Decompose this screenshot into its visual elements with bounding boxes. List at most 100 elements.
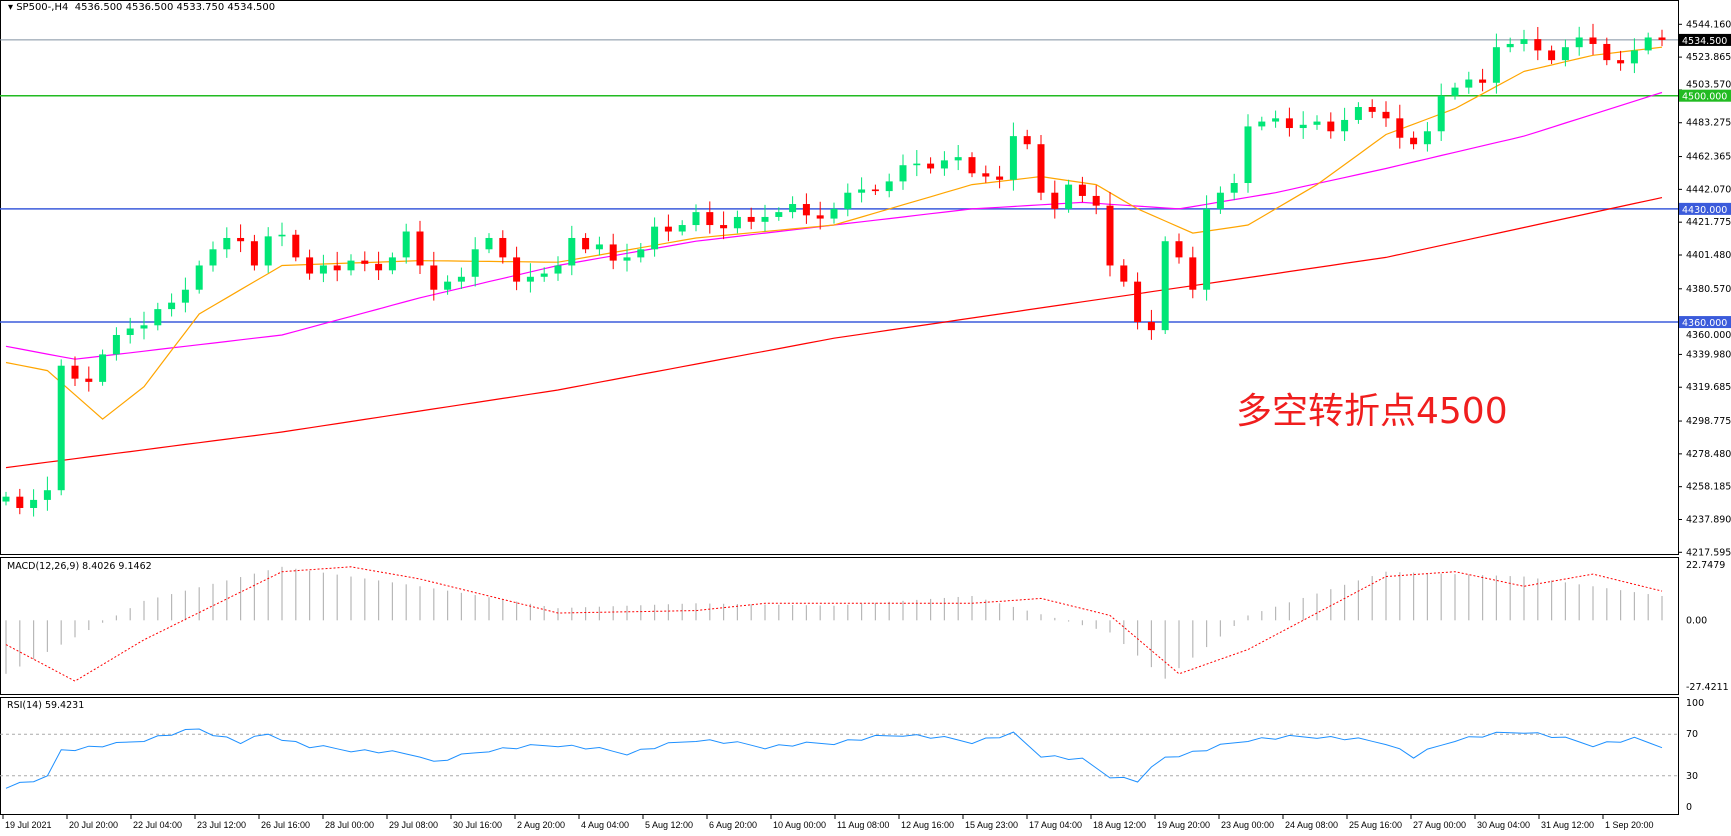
candle [195,260,203,294]
candle [761,204,769,232]
candle-body [43,490,51,500]
candle-body [430,265,438,290]
candle-body [1630,50,1638,64]
candle-body [416,231,424,266]
rsi-line [5,728,1663,789]
candle-body [168,302,176,310]
candle [1548,45,1556,65]
candle [554,256,562,281]
candle [706,201,714,234]
candle-body [57,365,65,491]
candle [361,251,369,272]
candle-body [1051,192,1059,209]
candle [237,224,245,253]
candle [319,254,327,283]
candle-body [1216,192,1224,209]
candle-body [1479,79,1487,83]
x-tick-label: 1 Sep 20:00 [1605,820,1654,830]
candle-body [1506,43,1514,48]
candle-body [844,192,852,209]
candle-body [595,244,603,250]
candle [1092,185,1100,215]
candle [858,177,866,203]
level-tag-bg [1679,33,1731,46]
candle-body [816,215,824,219]
candle-body [1272,118,1280,122]
candle-body [1451,87,1459,96]
candle [1009,122,1017,191]
candle-body [623,257,631,261]
x-tick-label: 19 Aug 20:00 [1157,820,1210,830]
candle-body [1354,107,1362,120]
candle [1120,259,1128,287]
rsi-tick-label: 70 [1686,729,1698,740]
rsi-tick-label: 100 [1686,698,1704,709]
y-tick-label: 4217.595 [1686,547,1731,558]
candle [775,207,783,221]
candle-body [954,157,962,161]
macd-signal-line [5,566,1663,682]
candle-body [692,212,700,226]
candle-body [1368,107,1376,112]
candle-body [1092,195,1100,206]
candle [940,151,948,176]
candle [899,154,907,190]
candle [85,366,93,392]
candle-body [1120,265,1128,282]
candle-body [927,163,935,169]
candle [1161,236,1169,335]
level-tag-label: 4430.000 [1682,205,1727,216]
candle-body [664,226,672,232]
candle [1410,131,1418,150]
candle [1341,107,1349,141]
x-tick-label: 28 Jul 00:00 [325,820,374,830]
candle-body [16,496,24,508]
y-tick-label: 4523.865 [1686,52,1731,63]
candle [1189,246,1197,299]
candle [1506,37,1514,53]
rsi-panel-frame [0,697,1679,815]
y-tick-label: 4462.365 [1686,152,1731,163]
candle-body [1285,118,1293,129]
candle-body [71,365,79,379]
candle [1147,309,1155,340]
candle [457,267,465,290]
candle [223,227,231,258]
candle [1465,71,1473,94]
candle-body [1423,131,1431,145]
candle [99,349,107,386]
candle-body [1561,47,1569,61]
candle [1134,272,1142,330]
candle-body [1396,118,1404,138]
candle [913,150,921,177]
candle-body [968,157,976,174]
candle [71,356,79,387]
candle [43,476,51,511]
candle [968,152,976,178]
candle-body [540,273,548,277]
candle [292,229,300,262]
candle-body [1382,111,1390,119]
candle-body [333,265,341,271]
candle [609,233,617,270]
candle-body [554,265,562,274]
candle-body [1175,241,1183,258]
candle-body [1244,126,1252,184]
candle [264,227,272,273]
candle-body [1575,37,1583,48]
candle [471,237,479,287]
ma-fast-line [5,46,1663,420]
candle-body [485,237,493,250]
candle [154,302,162,331]
candle-body [996,176,1004,180]
candle [996,165,1004,189]
rsi-tick-label: 0 [1686,802,1692,813]
candle [333,251,341,282]
x-tick-label: 6 Aug 20:00 [709,820,757,830]
y-tick-label: 4503.570 [1686,80,1731,91]
candle-body [733,216,741,229]
candle-body [237,237,245,242]
macd-tick-label: 0.00 [1686,615,1707,626]
candle-body [1658,37,1666,40]
y-tick-label: 4360.000 [1686,330,1731,341]
